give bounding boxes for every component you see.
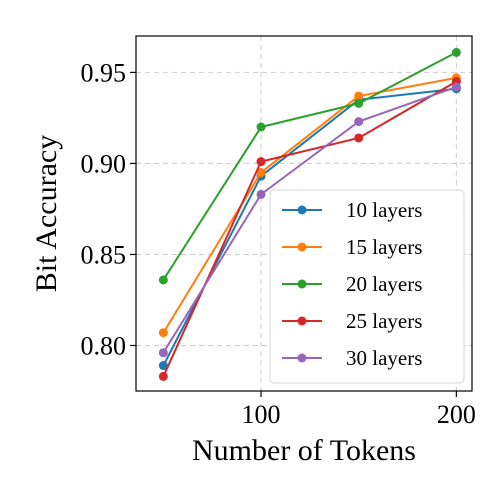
data-point bbox=[158, 371, 168, 381]
series-line bbox=[162, 76, 457, 334]
legend-item: 30 layers bbox=[282, 346, 422, 370]
legend-marker bbox=[297, 316, 307, 326]
y-tick-label: 0.80 bbox=[81, 331, 127, 360]
axis-ticks: 0.80 0.85 0.90 0.95 100 200 bbox=[81, 58, 476, 429]
data-point bbox=[256, 122, 266, 132]
y-axis-label: Bit Accuracy bbox=[30, 135, 63, 292]
data-point bbox=[256, 189, 266, 199]
y-tick-label: 0.90 bbox=[81, 149, 127, 178]
legend-label: 20 layers bbox=[346, 272, 422, 296]
legend-label: 30 layers bbox=[346, 346, 422, 370]
data-point bbox=[451, 82, 461, 92]
legend-label: 25 layers bbox=[346, 309, 422, 333]
legend-item: 25 layers bbox=[282, 309, 422, 333]
x-tick-label: 100 bbox=[242, 400, 281, 429]
data-point bbox=[354, 133, 364, 143]
series-30-layers bbox=[158, 82, 461, 358]
data-point bbox=[256, 157, 266, 167]
data-point bbox=[158, 348, 168, 358]
data-point bbox=[354, 98, 364, 108]
legend-marker bbox=[297, 353, 307, 363]
data-point bbox=[354, 117, 364, 127]
legend-item: 10 layers bbox=[282, 198, 422, 222]
y-tick-label: 0.85 bbox=[81, 240, 127, 269]
legend: 10 layers 15 layers 20 layers 25 layers 30 l… bbox=[269, 189, 465, 384]
data-point bbox=[354, 91, 364, 101]
data-point bbox=[256, 168, 266, 178]
legend-item: 20 layers bbox=[282, 272, 422, 296]
legend-marker bbox=[297, 279, 307, 289]
plot-area-frame bbox=[135, 35, 473, 392]
series-line bbox=[162, 80, 457, 377]
series-25-layers bbox=[158, 77, 461, 381]
legend-marker bbox=[297, 242, 307, 252]
legend-marker bbox=[297, 205, 307, 215]
y-tick-label: 0.95 bbox=[81, 58, 127, 87]
legend-box bbox=[269, 189, 465, 384]
x-axis-label: Number of Tokens bbox=[192, 434, 416, 467]
data-point bbox=[158, 361, 168, 371]
legend-item: 15 layers bbox=[282, 235, 422, 259]
x-tick-label: 200 bbox=[437, 400, 476, 429]
legend-label: 10 layers bbox=[346, 198, 422, 222]
data-point bbox=[158, 328, 168, 338]
data-point bbox=[158, 275, 168, 285]
data-point bbox=[451, 47, 461, 57]
series-20-layers bbox=[158, 47, 461, 285]
series-line bbox=[162, 86, 457, 354]
series-layer bbox=[158, 47, 461, 381]
series-line bbox=[162, 51, 457, 281]
legend-label: 15 layers bbox=[346, 235, 422, 259]
